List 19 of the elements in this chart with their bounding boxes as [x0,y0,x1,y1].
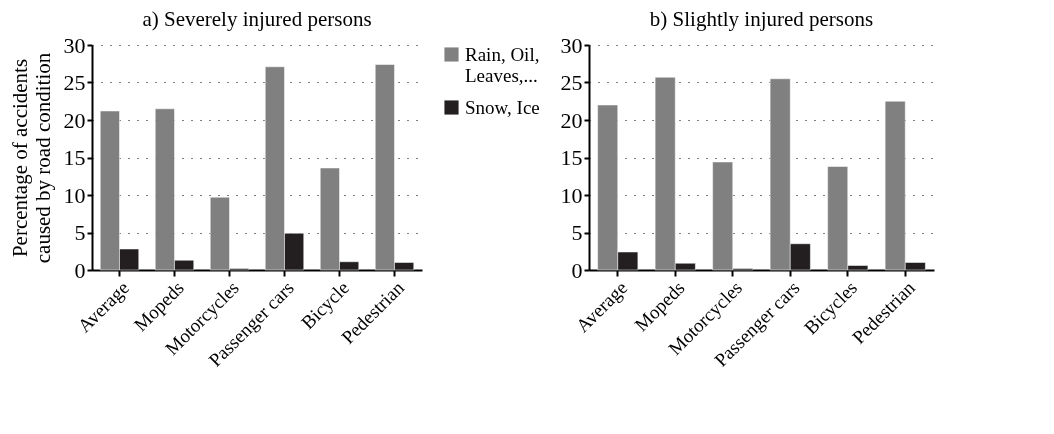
y-tick-label: 15 [63,145,86,170]
legend-label: Snow, Ice [465,96,540,118]
legend-label: Rain, Oil, Leaves,... [465,43,540,86]
y-tick-label: 10 [560,182,583,208]
y-tick-label: 25 [63,70,86,95]
y-tick-label: 20 [560,107,583,133]
y-tick-label: 30 [560,32,583,58]
chart-title: b) Slightly injured persons [649,7,874,31]
y-tick-label: 15 [560,145,583,170]
y-tick-label: 20 [63,107,86,133]
y-tick-label: 0 [571,257,583,283]
y-tick-label: 30 [63,32,86,58]
y-tick-label: 0 [74,257,86,283]
y-tick-label: 5 [571,220,583,245]
y-tick-label: 25 [560,70,583,95]
y-tick-label: 5 [74,220,86,245]
chart-title: a) Severely injured persons [142,7,372,31]
y-tick-label: 10 [63,182,86,208]
y-axis-title: Percentage of accidents caused by road condition [7,52,55,264]
